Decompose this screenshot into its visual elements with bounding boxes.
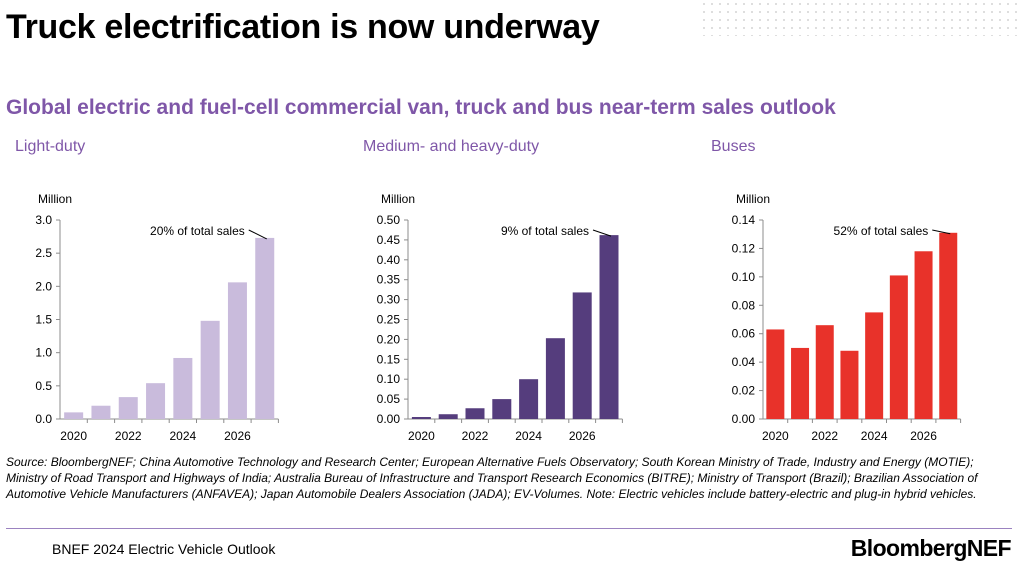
y-tick-label: 0.35 xyxy=(377,273,401,287)
annotation-leader-line xyxy=(248,229,267,240)
bar-2024 xyxy=(519,379,539,419)
bar-2023 xyxy=(146,383,166,419)
y-tick-label: 1.0 xyxy=(35,346,52,360)
y-tick-label: 0.00 xyxy=(732,412,756,426)
y-tick-label: 2.5 xyxy=(35,246,52,260)
y-tick-label: 0.30 xyxy=(377,293,401,307)
y-tick-label: 3.0 xyxy=(35,213,52,227)
bar-2022 xyxy=(118,397,138,419)
decorative-dot-pattern xyxy=(700,0,1023,36)
bar-2021 xyxy=(91,405,111,419)
x-tick-label: 2020 xyxy=(762,429,789,443)
y-unit-light-duty: Million xyxy=(38,192,73,206)
brand-logo: BloombergNEF xyxy=(850,535,1012,562)
slide-title: Truck electrification is now underway xyxy=(6,8,600,46)
bar-2026 xyxy=(572,292,592,419)
bar-2025 xyxy=(200,320,220,419)
y-tick-label: 0.5 xyxy=(35,379,52,393)
bar-2025 xyxy=(545,338,565,419)
slide-subtitle: Global electric and fuel-cell commercial… xyxy=(6,96,836,119)
y-tick-label: 0.14 xyxy=(732,213,756,227)
x-tick-label: 2022 xyxy=(462,429,489,443)
bar-2021 xyxy=(791,347,810,419)
y-tick-label: 0.25 xyxy=(377,313,401,327)
x-tick-label: 2020 xyxy=(408,429,435,443)
bar-2021 xyxy=(438,414,458,419)
bar-2026 xyxy=(914,251,933,419)
annotation-share-of-sales: 20% of total sales xyxy=(150,224,245,238)
bar-2027 xyxy=(599,235,619,419)
y-tick-label: 0.10 xyxy=(732,270,756,284)
bar-2024 xyxy=(173,357,193,419)
y-tick-label: 0.04 xyxy=(732,355,756,369)
chart-medium-heavy: 0.00 0.05 0.10 0.15 0.20 0.25 0.30 0.35 0.40 0.45… xyxy=(377,213,623,443)
x-tick-label: 2026 xyxy=(224,429,251,443)
x-tick-label: 2022 xyxy=(115,429,142,443)
brand-logo-part2: NEF xyxy=(966,535,1012,561)
brand-logo-part1: Bloomberg xyxy=(850,535,968,561)
y-tick-label: 0.50 xyxy=(377,213,401,227)
y-tick-label: 0.12 xyxy=(732,241,756,255)
y-tick-label: 0.45 xyxy=(377,233,401,247)
y-tick-label: 0.02 xyxy=(732,384,756,398)
bar-2020 xyxy=(64,412,84,419)
bar-2027 xyxy=(255,237,275,419)
bar-2023 xyxy=(840,350,859,419)
x-tick-label: 2026 xyxy=(569,429,596,443)
x-tick-label: 2024 xyxy=(515,429,542,443)
annotation-share-of-sales: 52% of total sales xyxy=(834,224,929,238)
footer-text: BNEF 2024 Electric Vehicle Outlook xyxy=(52,541,276,557)
y-tick-label: 0.0 xyxy=(35,412,52,426)
bar-2020 xyxy=(411,417,431,419)
bar-2020 xyxy=(766,329,785,419)
y-tick-label: 0.06 xyxy=(732,327,756,341)
x-tick-label: 2024 xyxy=(169,429,196,443)
x-tick-label: 2020 xyxy=(60,429,87,443)
x-tick-label: 2026 xyxy=(910,429,937,443)
chart-light-duty: 0.0 0.5 1.0 1.5 2.0 2.5 3.0 2020 2022 2024 2026 20%… xyxy=(35,213,279,443)
chart-title-buses: Buses xyxy=(711,138,756,155)
y-tick-label: 0.40 xyxy=(377,253,401,267)
x-tick-label: 2024 xyxy=(861,429,888,443)
chart-buses: 0.00 0.02 0.04 0.06 0.08 0.10 0.12 0.14 2020 2022… xyxy=(732,213,962,443)
y-unit-medium-heavy: Million xyxy=(381,192,416,206)
y-tick-label: 0.20 xyxy=(377,332,401,346)
bar-2025 xyxy=(889,275,908,419)
y-unit-buses: Million xyxy=(736,192,771,206)
chart-title-medium-heavy: Medium- and heavy-duty xyxy=(363,138,540,155)
footer-divider xyxy=(6,528,1012,529)
bar-2022 xyxy=(815,325,834,419)
bar-2027 xyxy=(939,232,958,419)
y-tick-label: 1.5 xyxy=(35,313,52,327)
y-tick-label: 2.0 xyxy=(35,279,52,293)
bar-2023 xyxy=(492,399,512,419)
bar-2026 xyxy=(227,282,247,419)
source-note: Source: BloombergNEF; China Automotive T… xyxy=(6,455,978,501)
chart-title-light-duty: Light-duty xyxy=(15,138,86,155)
annotation-share-of-sales: 9% of total sales xyxy=(501,224,589,238)
bar-2022 xyxy=(465,408,485,419)
annotation-leader-line xyxy=(932,229,951,235)
y-tick-label: 0.15 xyxy=(377,352,401,366)
annotation-leader-line xyxy=(592,229,612,237)
y-tick-label: 0.08 xyxy=(732,298,756,312)
y-tick-label: 0.00 xyxy=(377,412,401,426)
y-tick-label: 0.05 xyxy=(377,392,401,406)
x-tick-label: 2022 xyxy=(811,429,838,443)
bar-2024 xyxy=(865,312,884,419)
y-tick-label: 0.10 xyxy=(377,372,401,386)
